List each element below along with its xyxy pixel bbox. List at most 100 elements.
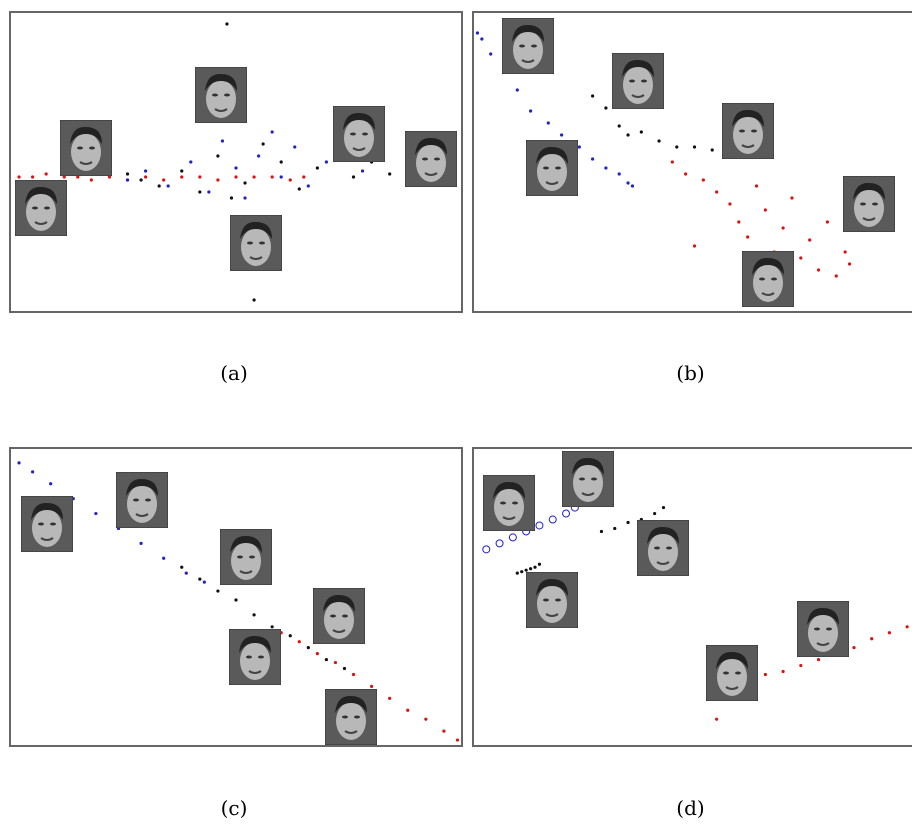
point (270, 130, 274, 134)
point (252, 613, 256, 617)
point (279, 160, 283, 164)
point (626, 520, 630, 525)
point (548, 515, 557, 524)
point (297, 640, 301, 644)
point (692, 145, 697, 149)
point (324, 657, 328, 662)
panel: (c) (9, 447, 463, 820)
point (715, 717, 719, 721)
point (670, 160, 674, 164)
point (816, 657, 821, 662)
point (617, 124, 621, 128)
point (710, 148, 714, 152)
point (270, 625, 274, 629)
point (754, 184, 759, 188)
point (533, 565, 537, 569)
point (243, 181, 247, 185)
point (315, 166, 319, 170)
caption: (c) (221, 796, 248, 820)
point (44, 172, 48, 176)
point (139, 178, 143, 182)
point (302, 175, 306, 179)
point (288, 178, 292, 182)
point (76, 175, 80, 179)
point (799, 663, 803, 668)
point (234, 166, 238, 170)
point (62, 175, 66, 179)
point (125, 178, 130, 182)
point (599, 529, 604, 534)
point (617, 172, 621, 176)
point (482, 545, 491, 554)
point (692, 244, 697, 248)
point (790, 196, 794, 200)
point (184, 571, 188, 575)
point (189, 160, 193, 164)
point (388, 172, 392, 176)
point (252, 298, 256, 302)
point (604, 106, 608, 110)
point (843, 250, 847, 254)
point (560, 133, 564, 137)
point (202, 580, 206, 584)
point (515, 88, 519, 92)
point (834, 274, 838, 278)
point (216, 589, 220, 593)
point (781, 669, 785, 674)
point (49, 482, 53, 486)
point (808, 238, 812, 242)
point (388, 696, 392, 700)
point (144, 175, 148, 179)
caption: (b) (676, 361, 704, 385)
point (746, 235, 750, 239)
point (475, 31, 480, 35)
point (537, 562, 542, 566)
point (180, 565, 184, 569)
caption: (d) (676, 796, 704, 820)
point (852, 646, 856, 650)
point (180, 169, 184, 173)
point (139, 541, 143, 545)
point (613, 526, 617, 531)
point (626, 181, 630, 185)
point (657, 139, 661, 143)
point (675, 145, 679, 149)
caption: (a) (220, 361, 248, 385)
point (489, 52, 493, 56)
point (406, 708, 410, 712)
point (546, 121, 550, 125)
point (252, 175, 256, 179)
point (630, 184, 635, 188)
point (591, 157, 595, 161)
point (763, 208, 767, 212)
point (524, 568, 528, 572)
point (17, 461, 21, 465)
point (166, 184, 170, 188)
point (125, 172, 130, 176)
point (288, 634, 292, 638)
point (198, 577, 202, 581)
point (528, 109, 533, 113)
point (333, 660, 338, 665)
point (30, 470, 35, 474)
point (715, 190, 719, 194)
point (528, 567, 533, 571)
point (825, 220, 830, 224)
point (520, 570, 524, 574)
point (816, 268, 821, 272)
point (626, 133, 630, 137)
point (261, 142, 265, 146)
point (728, 202, 732, 206)
point (351, 672, 356, 677)
point (324, 160, 328, 164)
point (604, 166, 608, 170)
point (591, 94, 595, 98)
point (180, 175, 184, 179)
point (315, 652, 319, 656)
point (270, 175, 274, 179)
point (870, 637, 874, 641)
point (535, 521, 544, 530)
point (684, 172, 688, 176)
point (293, 145, 297, 149)
